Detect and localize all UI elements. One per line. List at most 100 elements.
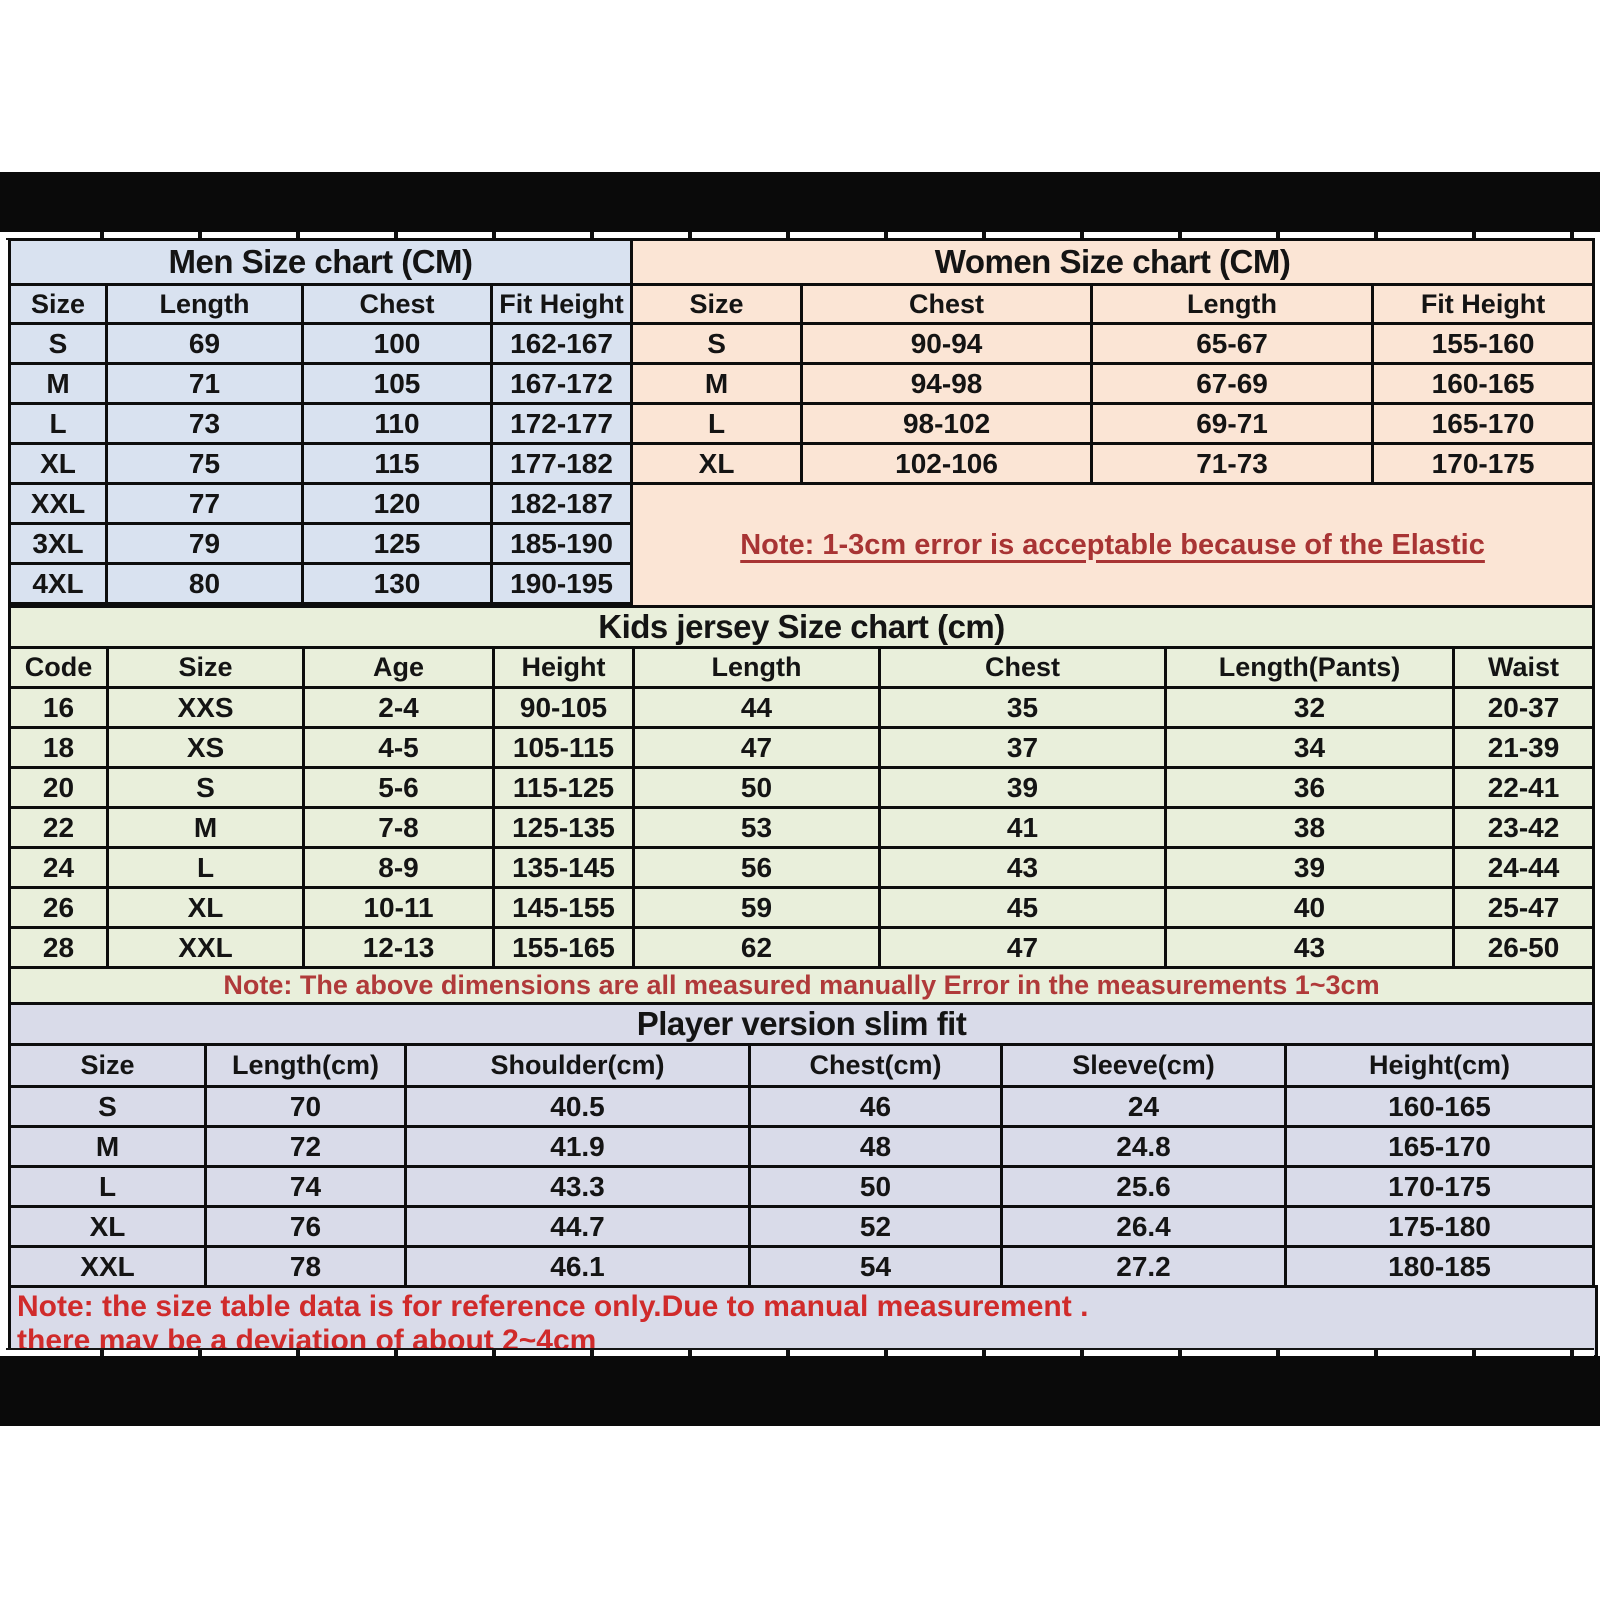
table-row: 24 L 8-9 135-145 56 43 39 24-44	[8, 846, 1596, 889]
table-row: M 94-98 67-69 160-165	[630, 362, 1596, 405]
table-cell: 78	[204, 1245, 407, 1288]
table-cell: 40.5	[404, 1085, 751, 1128]
table-cell: XL	[106, 886, 305, 929]
table-cell: 94-98	[800, 362, 1094, 405]
table-cell: 77	[105, 482, 304, 525]
player-header-size: Size	[8, 1043, 207, 1088]
table-cell: 25-47	[1451, 886, 1596, 929]
table-cell: 71-73	[1090, 442, 1375, 485]
table-cell: 182-187	[489, 482, 634, 525]
table-row: 16 XXS 2-4 90-105 44 35 32 20-37	[8, 686, 1596, 729]
table-cell: 24	[1000, 1085, 1287, 1128]
table-cell: 175-180	[1283, 1205, 1596, 1248]
table-row: M 71 105 167-172	[8, 362, 634, 405]
table-cell: 70	[204, 1085, 407, 1128]
table-row: 18 XS 4-5 105-115 47 37 34 21-39	[8, 726, 1596, 769]
player-header-length: Length(cm)	[204, 1043, 407, 1088]
table-cell: 27.2	[1000, 1245, 1287, 1288]
table-cell: 172-177	[489, 402, 634, 445]
table-cell: S	[630, 322, 804, 365]
kids-table-title: Kids jersey Size chart (cm)	[7, 605, 1596, 649]
table-cell: L	[8, 402, 108, 445]
table-cell: 105-115	[492, 726, 635, 769]
table-cell: 39	[1164, 846, 1455, 889]
table-cell: 35	[878, 686, 1167, 729]
table-cell: 26	[8, 886, 109, 929]
table-row: XXL 77 120 182-187	[8, 482, 634, 525]
table-cell: 120	[301, 482, 493, 525]
men-size-table: Men Size chart (CM) Size Length Chest Fi…	[7, 238, 634, 605]
table-cell: 43	[878, 846, 1167, 889]
table-cell: 39	[878, 766, 1167, 809]
size-chart-sheet: Men Size chart (CM) Size Length Chest Fi…	[7, 238, 1598, 1358]
table-cell: 20-37	[1451, 686, 1596, 729]
table-cell: 37	[878, 726, 1167, 769]
top-black-bar	[0, 172, 1600, 232]
table-cell: 79	[105, 522, 304, 565]
table-cell: 22-41	[1451, 766, 1596, 809]
kids-header-height: Height	[492, 646, 635, 689]
table-cell: 12-13	[302, 926, 495, 969]
table-cell: 8-9	[302, 846, 495, 889]
women-elastic-note: Note: 1-3cm error is acceptable because …	[630, 482, 1596, 608]
table-row: M 72 41.9 48 24.8 165-170	[8, 1125, 1596, 1168]
table-cell: 98-102	[800, 402, 1094, 445]
kids-header-age: Age	[302, 646, 495, 689]
table-cell: XXS	[106, 686, 305, 729]
table-cell: 36	[1164, 766, 1455, 809]
table-cell: 26-50	[1451, 926, 1596, 969]
men-women-section: Men Size chart (CM) Size Length Chest Fi…	[7, 238, 1596, 608]
table-cell: 125-135	[492, 806, 635, 849]
table-cell: S	[8, 1085, 207, 1128]
table-cell: 160-165	[1283, 1085, 1596, 1128]
table-cell: L	[8, 1165, 207, 1208]
table-cell: 62	[632, 926, 881, 969]
table-cell: 32	[1164, 686, 1455, 729]
table-cell: 160-165	[1371, 362, 1596, 405]
table-cell: 69-71	[1090, 402, 1375, 445]
table-cell: 115	[301, 442, 493, 485]
table-cell: 20	[8, 766, 109, 809]
kids-header-code: Code	[8, 646, 109, 689]
table-cell: 145-155	[492, 886, 635, 929]
table-cell: 125	[301, 522, 493, 565]
player-header-sleeve: Sleeve(cm)	[1000, 1043, 1287, 1088]
table-row: 26 XL 10-11 145-155 59 45 40 25-47	[8, 886, 1596, 929]
table-cell: L	[106, 846, 305, 889]
table-cell: 190-195	[489, 562, 634, 605]
table-cell: 48	[748, 1125, 1003, 1168]
kids-header-size: Size	[106, 646, 305, 689]
player-header-shoulder: Shoulder(cm)	[404, 1043, 751, 1088]
table-cell: 45	[878, 886, 1167, 929]
table-cell: M	[630, 362, 804, 405]
table-cell: M	[8, 1125, 207, 1168]
table-cell: 115-125	[492, 766, 635, 809]
table-cell: 76	[204, 1205, 407, 1248]
table-row: XL 102-106 71-73 170-175	[630, 442, 1596, 485]
table-cell: 43.3	[404, 1165, 751, 1208]
table-cell: 59	[632, 886, 881, 929]
table-cell: XXL	[8, 482, 108, 525]
table-cell: 21-39	[1451, 726, 1596, 769]
table-cell: 26.4	[1000, 1205, 1287, 1248]
table-row: 4XL 80 130 190-195	[8, 562, 634, 605]
table-cell: XL	[8, 442, 108, 485]
table-row: L 98-102 69-71 165-170	[630, 402, 1596, 445]
table-cell: 53	[632, 806, 881, 849]
table-cell: 75	[105, 442, 304, 485]
table-row: L 73 110 172-177	[8, 402, 634, 445]
table-cell: 34	[1164, 726, 1455, 769]
kids-header-length-pants: Length(Pants)	[1164, 646, 1455, 689]
table-cell: 41.9	[404, 1125, 751, 1168]
table-row: XL 76 44.7 52 26.4 175-180	[8, 1205, 1596, 1248]
table-cell: 44.7	[404, 1205, 751, 1248]
table-row: S 90-94 65-67 155-160	[630, 322, 1596, 365]
table-cell: 22	[8, 806, 109, 849]
player-size-table: Player version slim fit Size Length(cm) …	[7, 1002, 1596, 1288]
table-cell: M	[106, 806, 305, 849]
kids-header-waist: Waist	[1451, 646, 1596, 689]
table-row: S 70 40.5 46 24 160-165	[8, 1085, 1596, 1128]
table-cell: 135-145	[492, 846, 635, 889]
men-header-length: Length	[105, 283, 304, 325]
table-row: 3XL 79 125 185-190	[8, 522, 634, 565]
